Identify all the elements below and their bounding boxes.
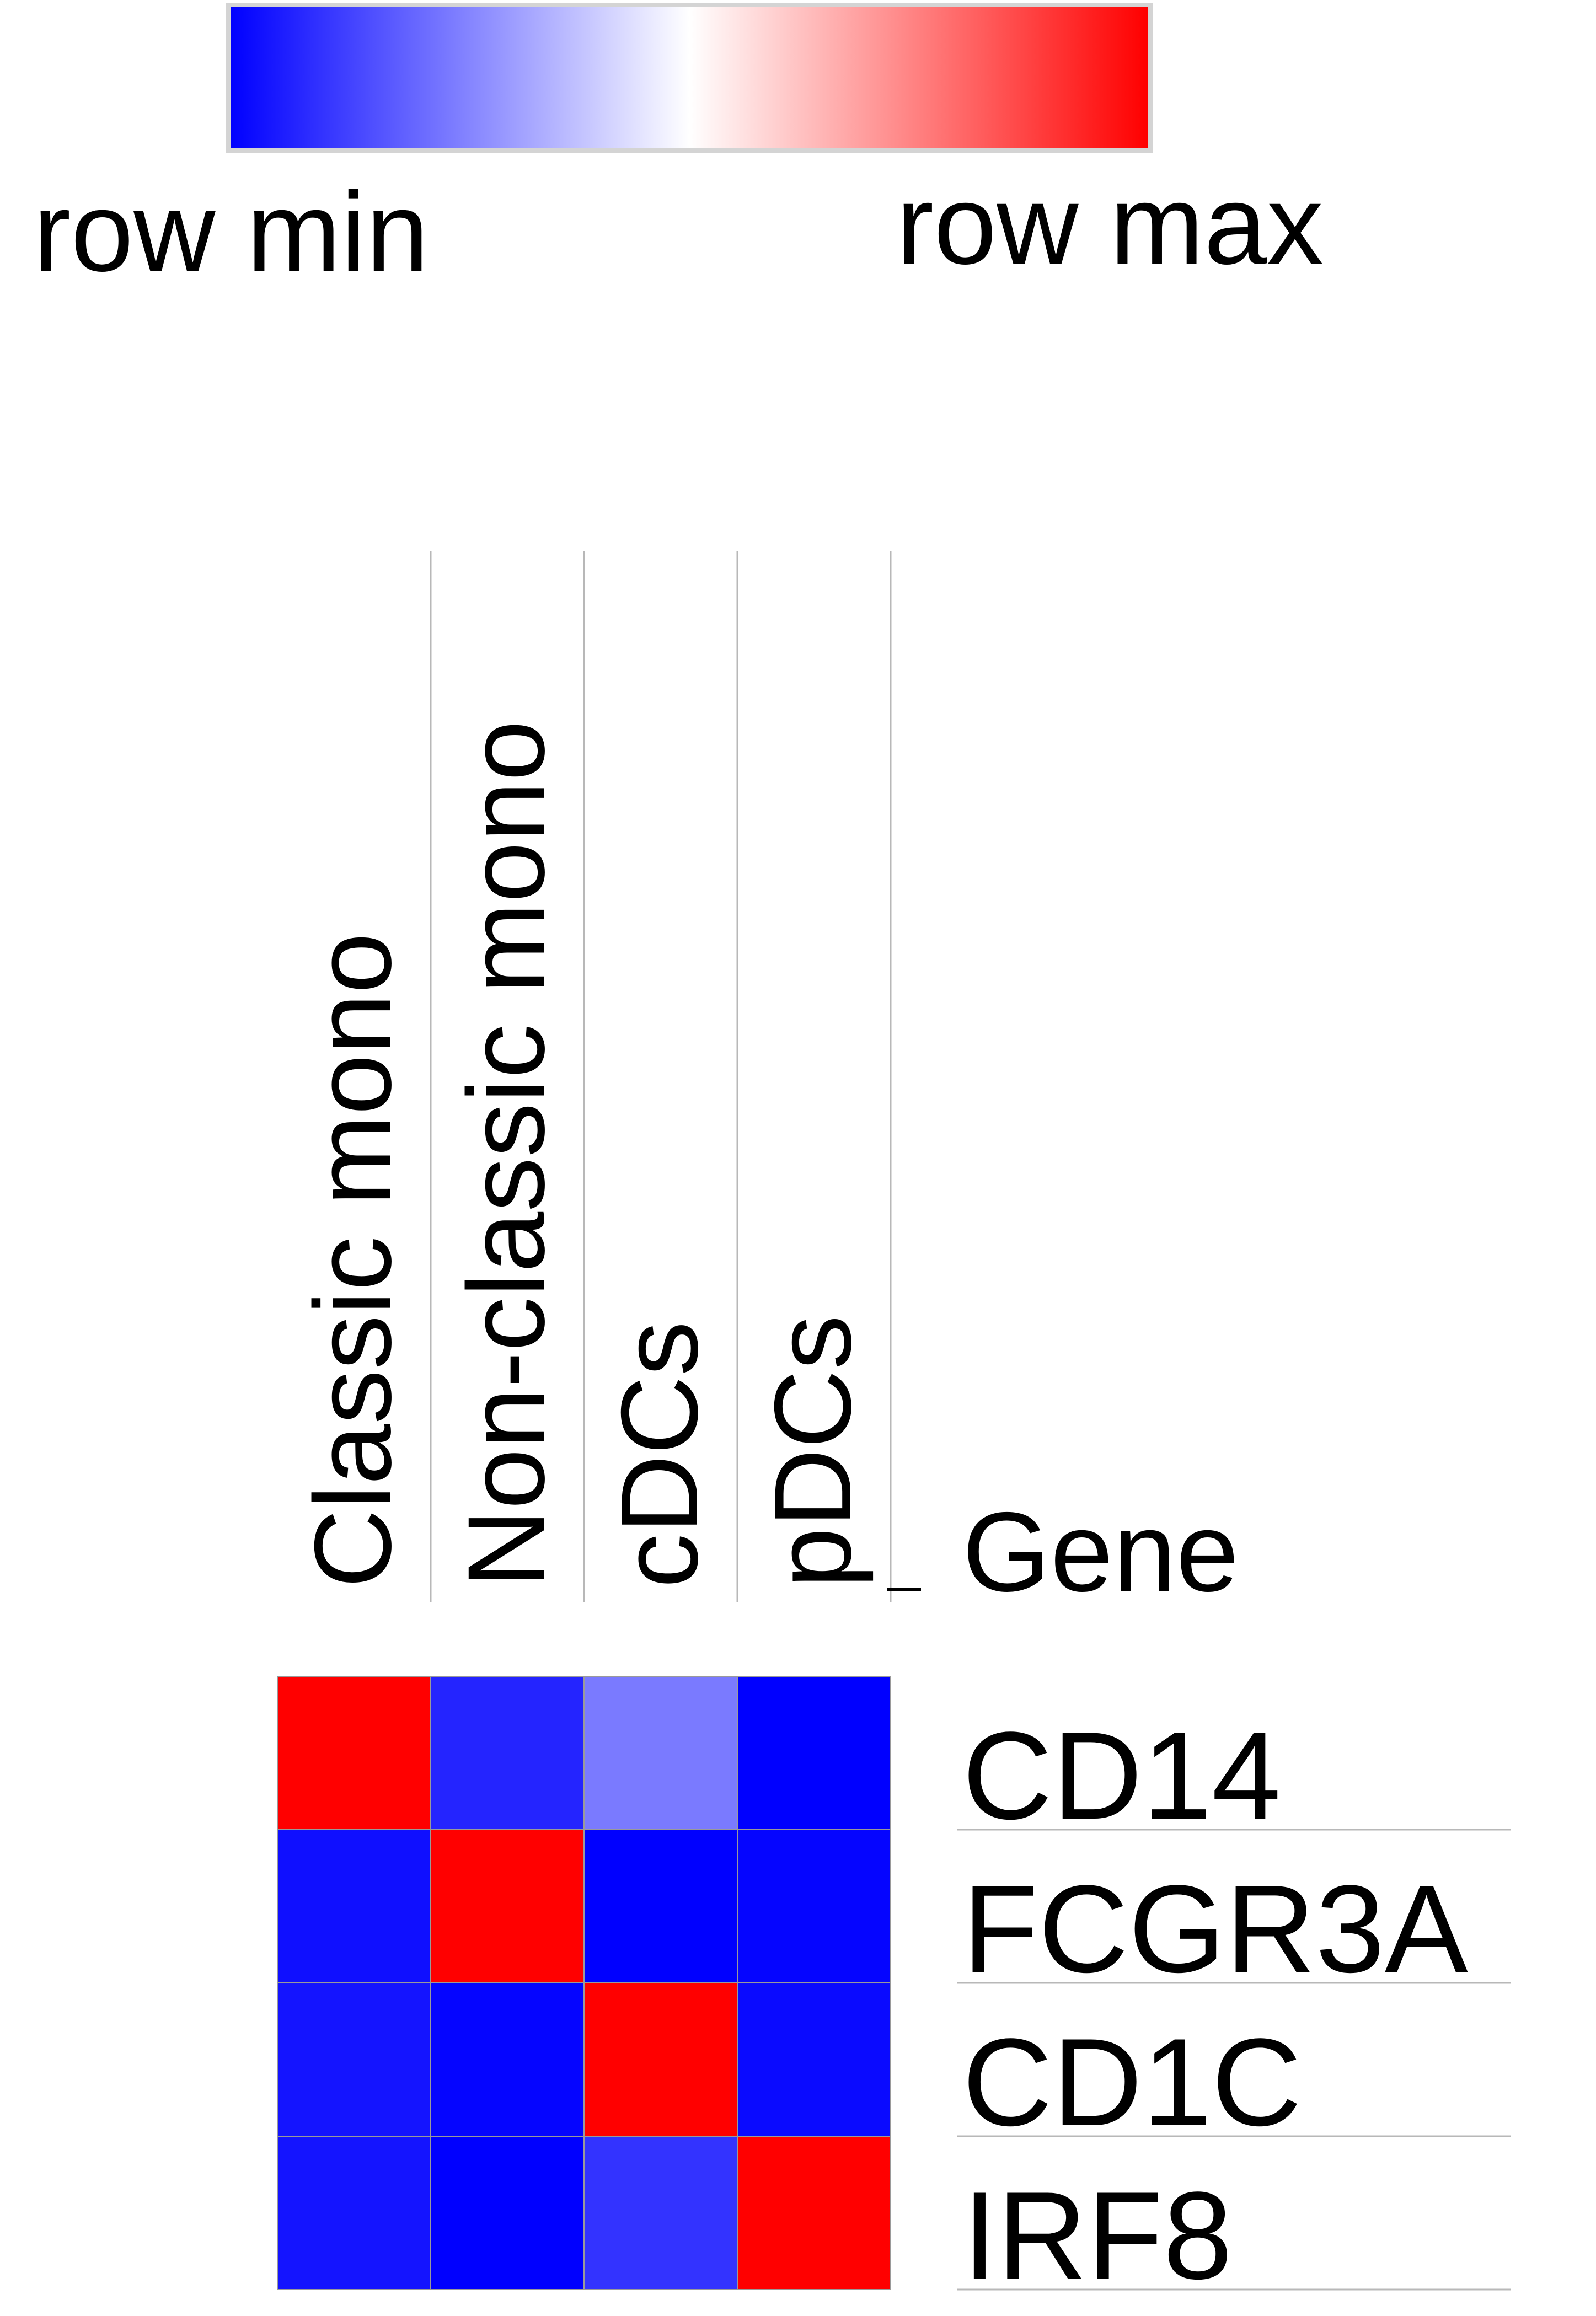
heatmap-cell <box>277 1982 431 2137</box>
heatmap-cell <box>277 1676 431 1830</box>
column-label: Non-classic mono <box>445 720 567 1588</box>
heatmap-cell <box>430 2136 585 2290</box>
heatmap-cell <box>737 1982 891 2137</box>
heatmap-cell <box>277 1829 431 1983</box>
heatmap-cell <box>737 2136 891 2290</box>
row-label: CD1C <box>962 2012 1302 2152</box>
row-header-label: Gene <box>962 1489 1239 1615</box>
column-label: cDCs <box>598 1321 720 1588</box>
heatmap-cell <box>430 1676 585 1830</box>
color-scale-legend <box>226 3 1153 153</box>
heatmap-cell <box>583 2136 738 2290</box>
row-label: FCGR3A <box>962 1859 1468 1998</box>
heatmap-cell <box>583 1829 738 1983</box>
heatmap-cell <box>737 1676 891 1830</box>
heatmap-cell <box>583 1676 738 1830</box>
heatmap-cell <box>430 1829 585 1983</box>
row-label: IRF8 <box>962 2165 1233 2305</box>
heatmap-cell <box>430 1982 585 2137</box>
column-label: Classic mono <box>292 933 414 1588</box>
heatmap-cell <box>277 2136 431 2290</box>
column-label: pDCs <box>752 1315 874 1588</box>
heatmap-cell <box>737 1829 891 1983</box>
legend-max-label: row max <box>896 162 1324 288</box>
row-label: CD14 <box>962 1706 1281 1845</box>
legend-min-label: row min <box>33 169 429 295</box>
heatmap-cell <box>583 1982 738 2137</box>
